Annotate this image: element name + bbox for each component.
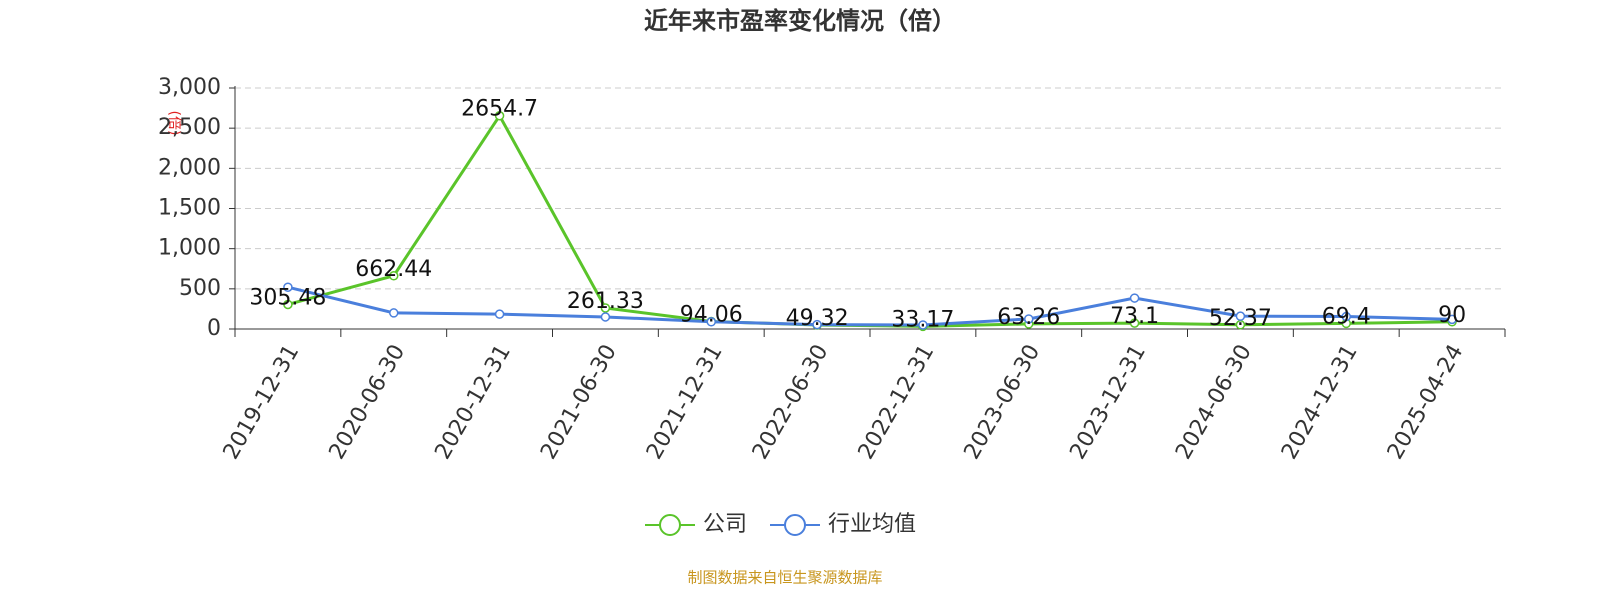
data-label: 90 <box>1438 303 1466 328</box>
x-tick-label: 2021-06-30 <box>536 341 622 464</box>
series-line <box>287 112 1453 328</box>
legend-label: 公司 <box>703 512 747 537</box>
y-tick-label: 2,500 <box>158 115 221 140</box>
x-tick-label: 2020-06-30 <box>325 341 411 464</box>
data-point <box>494 309 505 319</box>
x-tick-label: 2019-12-31 <box>219 341 305 464</box>
x-tick-label: 2024-12-31 <box>1277 341 1363 464</box>
data-point <box>494 110 505 121</box>
data-point <box>1024 314 1034 324</box>
data-point <box>600 303 611 313</box>
y-tick-label: 500 <box>179 276 221 301</box>
x-tick-label: 2023-06-30 <box>960 341 1046 464</box>
x-tick-label: 2020-12-31 <box>430 341 516 464</box>
source-note: 制图数据来自恒生聚源数据库 <box>687 569 882 587</box>
data-point <box>1129 318 1140 328</box>
data-point <box>918 320 928 330</box>
data-label: 52.37 <box>1209 306 1272 331</box>
data-point <box>1235 311 1246 321</box>
data-label: 63.26 <box>997 305 1060 330</box>
data-point <box>389 308 399 318</box>
series-line <box>287 285 1453 327</box>
data-point <box>283 282 293 292</box>
data-point <box>1129 293 1140 303</box>
x-tick-label: 2025-04-24 <box>1383 341 1469 464</box>
data-label: 69.4 <box>1322 304 1371 329</box>
x-tick-label: 2021-12-31 <box>642 341 728 464</box>
data-point <box>812 319 822 330</box>
data-label: 261.33 <box>567 289 644 314</box>
data-label: 73.1 <box>1110 304 1159 329</box>
y-tick-label: 1,000 <box>158 236 221 261</box>
data-label: 2654.7 <box>461 97 538 122</box>
legend-marker <box>784 514 806 536</box>
data-label: 33.17 <box>891 307 954 332</box>
data-point <box>283 299 293 310</box>
data-point <box>600 312 611 322</box>
data-label: 49.32 <box>786 306 849 331</box>
y-axis-label: (倍) <box>166 111 182 136</box>
x-tick-label: 2023-12-31 <box>1065 341 1151 464</box>
y-tick-label: 0 <box>207 316 221 341</box>
data-point <box>1341 311 1351 322</box>
x-tick-label: 2022-06-30 <box>748 341 834 464</box>
data-point <box>706 317 716 327</box>
data-label: 305.48 <box>249 285 326 310</box>
y-tick-label: 2,000 <box>158 155 221 180</box>
x-tick-label: 2024-06-30 <box>1171 341 1257 464</box>
data-label: 662.44 <box>355 257 432 282</box>
legend-label: 行业均值 <box>828 512 916 537</box>
chart-title: 近年来市盈率变化情况（倍） <box>644 7 956 35</box>
data-label: 94.06 <box>680 302 743 327</box>
data-point <box>389 271 399 281</box>
legend-marker <box>659 514 681 536</box>
data-point <box>1447 314 1457 325</box>
y-tick-label: 1,500 <box>158 196 221 221</box>
x-tick-label: 2022-12-31 <box>854 341 940 464</box>
y-tick-label: 3,000 <box>158 75 221 100</box>
